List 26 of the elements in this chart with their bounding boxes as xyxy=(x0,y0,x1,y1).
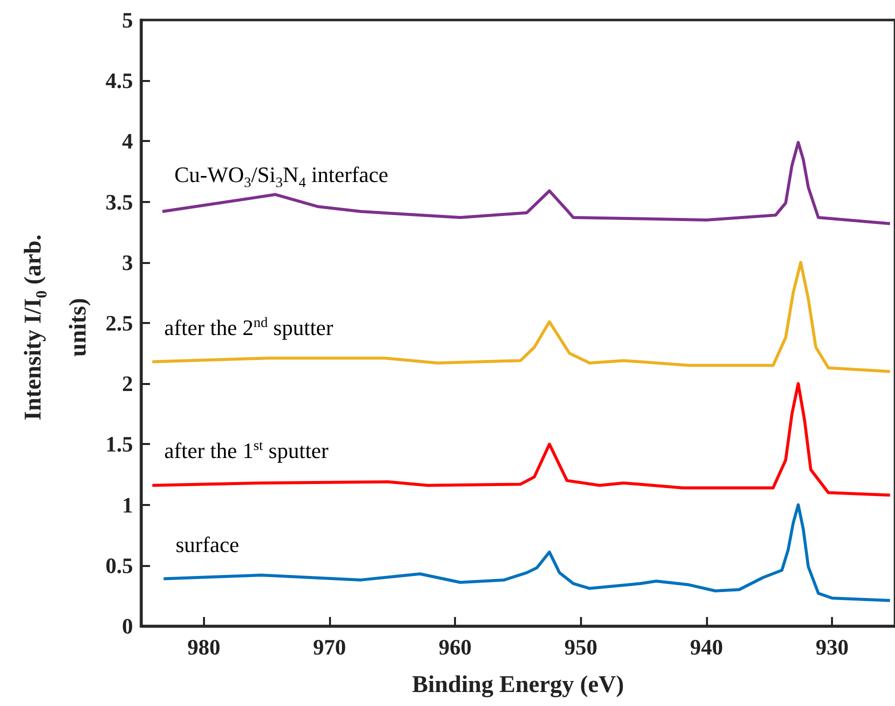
y-tick-label: 1 xyxy=(122,492,133,518)
line-series xyxy=(150,382,892,497)
y-tick-label: 1.5 xyxy=(106,432,133,457)
series-label: after the 2$^{nd}$ sputter xyxy=(164,314,334,341)
x-tick-label: 970 xyxy=(313,634,346,660)
y-tick-label: 5 xyxy=(122,8,133,32)
x-tick-label: 960 xyxy=(438,634,472,660)
series-label: surface xyxy=(176,532,240,558)
line-series xyxy=(160,140,892,226)
y-tick-label: 3.5 xyxy=(106,189,133,214)
x-tick-label: 950 xyxy=(564,634,598,660)
line-series xyxy=(150,260,892,373)
x-axis-title: Binding Energy (eV) xyxy=(410,672,625,699)
y-tick-label: 2.5 xyxy=(106,310,133,336)
series-label: Cu-WO$_{3}$/Si$_{3}$N$_{4}$ interface xyxy=(174,162,388,193)
x-tick-label: 940 xyxy=(690,634,723,660)
x-tick-label: 980 xyxy=(187,634,220,660)
y-tick-label: 2 xyxy=(122,371,133,396)
y-tick-label: 4.5 xyxy=(106,68,133,94)
y-tick-label: 3 xyxy=(122,250,133,275)
series-label: after the 1$^{st}$ sputter xyxy=(164,438,328,465)
y-tick-label: 0 xyxy=(122,614,133,638)
x-tick-label: 930 xyxy=(816,634,849,660)
y-tick-label: 0.5 xyxy=(106,552,133,578)
y-tick-label: 4 xyxy=(122,128,133,154)
line-series xyxy=(162,503,892,602)
